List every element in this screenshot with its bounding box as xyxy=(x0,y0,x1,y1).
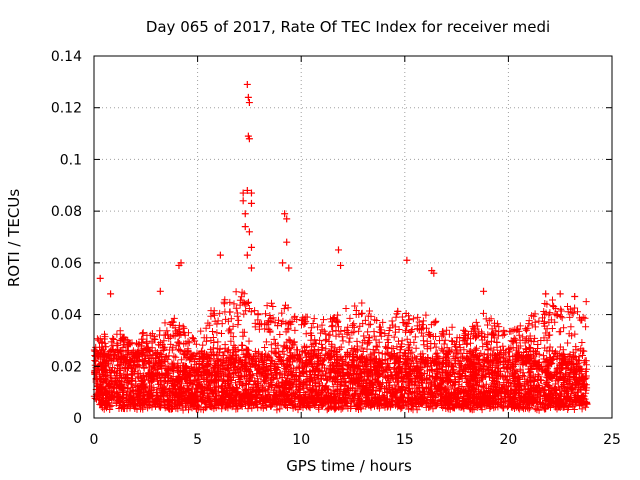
peak-point xyxy=(239,189,247,197)
peak-point xyxy=(244,93,252,101)
peak-point xyxy=(571,292,579,300)
peak-point xyxy=(281,210,289,218)
y-tick-label: 0 xyxy=(73,411,82,427)
peak-point xyxy=(279,259,287,267)
scatter-markers-bulk xyxy=(90,288,591,414)
peak-point xyxy=(542,290,550,298)
x-axis-title: GPS time / hours xyxy=(286,457,412,475)
peak-point xyxy=(556,290,564,298)
data-points xyxy=(90,80,591,414)
peak-point xyxy=(107,290,115,298)
peak-point xyxy=(337,261,345,269)
y-axis-title: ROTI / TECUs xyxy=(5,189,23,287)
x-tick-label: 0 xyxy=(90,432,99,448)
plot-frame xyxy=(93,55,613,419)
x-tick-label: 20 xyxy=(499,432,517,448)
peak-point xyxy=(243,251,251,259)
peak-point xyxy=(285,264,293,272)
peak-point xyxy=(247,189,255,197)
peak-point xyxy=(245,99,253,107)
peak-point xyxy=(247,243,255,251)
peak-point xyxy=(247,264,255,272)
peak-point xyxy=(96,274,104,282)
y-tick-label: 0.04 xyxy=(51,308,82,324)
x-tick-label: 5 xyxy=(193,432,202,448)
y-tick-label: 0.02 xyxy=(51,359,82,375)
peak-point xyxy=(403,256,411,264)
peak-point xyxy=(239,197,247,205)
peak-point xyxy=(245,135,253,143)
peak-point xyxy=(247,199,255,207)
peak-point xyxy=(480,287,488,295)
peak-point xyxy=(243,186,251,194)
x-tick-label: 25 xyxy=(603,432,621,448)
peak-point xyxy=(216,251,224,259)
y-tick-label: 0.14 xyxy=(51,49,82,65)
y-tick-label: 0.1 xyxy=(60,152,82,168)
tick-labels: 0 5 10 15 20 25 0 0.02 0.04 0.06 0.08 0.1 0.12 0.14 xyxy=(51,49,621,448)
y-tick-label: 0.12 xyxy=(51,101,82,117)
x-tick-label: 15 xyxy=(396,432,414,448)
peak-point xyxy=(245,228,253,236)
chart-title: Day 065 of 2017, Rate Of TEC Index for r… xyxy=(146,18,550,36)
y-tick-label: 0.06 xyxy=(51,256,82,272)
axis-ticks xyxy=(93,55,613,419)
peak-point xyxy=(156,287,164,295)
peak-point xyxy=(241,210,249,218)
peak-point xyxy=(243,80,251,88)
peak-point xyxy=(283,238,291,246)
peak-point xyxy=(430,269,438,277)
peak-point xyxy=(241,223,249,231)
y-tick-label: 0.08 xyxy=(51,204,82,220)
peak-point xyxy=(283,215,291,223)
peak-point xyxy=(334,246,342,254)
grid-lines xyxy=(94,56,612,418)
peak-point xyxy=(177,259,185,267)
x-tick-label: 10 xyxy=(292,432,310,448)
